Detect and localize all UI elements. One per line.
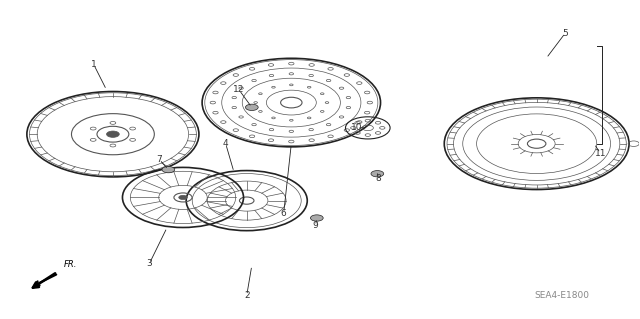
Text: 8: 8 <box>376 174 381 183</box>
Circle shape <box>371 171 384 177</box>
Text: 5: 5 <box>563 28 568 38</box>
Circle shape <box>162 167 175 173</box>
Text: 6: 6 <box>281 209 287 218</box>
Text: 9: 9 <box>313 221 319 230</box>
Text: SEA4-E1800: SEA4-E1800 <box>534 291 589 300</box>
Circle shape <box>179 195 188 200</box>
Text: 7: 7 <box>157 155 163 164</box>
Text: 11: 11 <box>595 149 606 158</box>
Text: FR.: FR. <box>64 260 77 269</box>
Text: 2: 2 <box>244 291 250 300</box>
Text: 3: 3 <box>147 259 152 268</box>
Text: 12: 12 <box>234 85 244 94</box>
Circle shape <box>310 215 323 221</box>
Text: 10: 10 <box>351 123 363 132</box>
Circle shape <box>246 104 258 110</box>
Text: 1: 1 <box>91 60 97 69</box>
Circle shape <box>106 131 119 137</box>
Text: 4: 4 <box>223 139 228 148</box>
